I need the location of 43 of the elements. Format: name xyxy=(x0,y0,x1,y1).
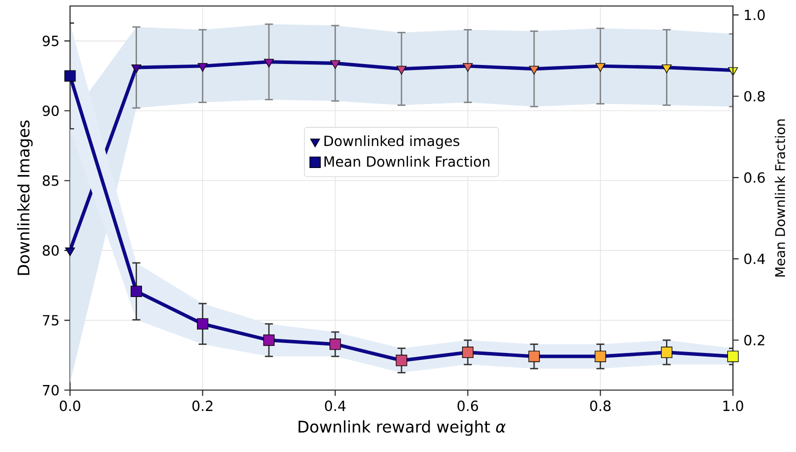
point xyxy=(595,62,606,72)
point xyxy=(196,318,208,330)
point xyxy=(264,58,274,68)
x-tick-label: 0.0 xyxy=(60,400,80,412)
x-tick-label: 0.6 xyxy=(458,400,478,412)
y-tick-label: 80 xyxy=(42,245,59,256)
y-tick-label: 90 xyxy=(42,105,59,116)
point xyxy=(64,70,76,82)
point xyxy=(528,350,540,362)
legend-label: Mean Downlink Fraction xyxy=(324,156,490,167)
point xyxy=(662,64,672,74)
point xyxy=(462,346,474,358)
point xyxy=(396,66,406,74)
point xyxy=(594,350,606,362)
point xyxy=(727,350,739,362)
x-tick-label: 1.0 xyxy=(723,400,744,412)
y-axis-title: Downlinked Images xyxy=(17,120,33,275)
y-tick-label: 95 xyxy=(42,36,58,46)
point xyxy=(529,66,540,74)
y-tick-label: 85 xyxy=(42,175,58,186)
point xyxy=(396,354,408,366)
point xyxy=(330,60,340,69)
point xyxy=(130,286,142,297)
y2-tick-label: 0.2 xyxy=(744,334,764,346)
y2-axis-title: Mean Downlink Fraction xyxy=(774,119,786,276)
point xyxy=(661,346,672,358)
y2-tick-label: 1.0 xyxy=(744,10,765,20)
point xyxy=(330,338,341,350)
x-tick-label: 0.2 xyxy=(192,400,212,412)
point xyxy=(131,64,142,74)
x-tick-label: 0.8 xyxy=(590,400,611,412)
y2-tick-label: 0.4 xyxy=(744,253,765,264)
point xyxy=(198,62,208,72)
x-axis-title: Downlink reward weight α xyxy=(298,420,506,436)
point xyxy=(462,62,473,72)
y-tick-label: 70 xyxy=(42,384,59,396)
y2-tick-label: 0.6 xyxy=(744,172,765,183)
y-tick-label: 75 xyxy=(42,315,58,326)
point xyxy=(65,247,75,256)
legend-label: Downlinked images xyxy=(324,135,460,149)
x-tick-label: 0.4 xyxy=(324,400,346,412)
y2-tick-label: 0.8 xyxy=(744,90,765,102)
point xyxy=(263,334,275,346)
